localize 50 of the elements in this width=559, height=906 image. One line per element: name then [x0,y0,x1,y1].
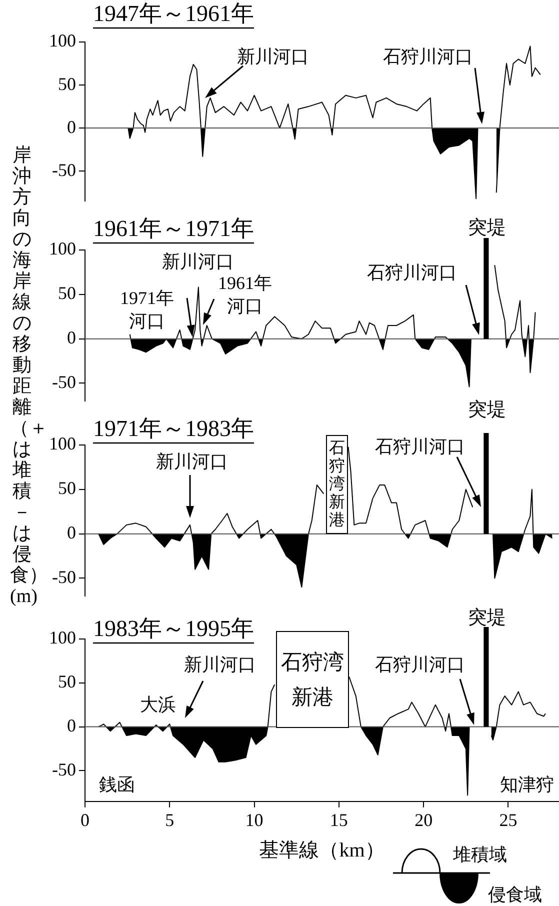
annotation: 1971年河口 [119,287,175,333]
band-label: 突堤 [468,398,506,422]
annotation: 1961年河口 [217,272,273,318]
annotation: 石狩川河口 [367,262,457,284]
annotation: 大浜 [140,694,176,716]
annotation: 新川河口 [237,46,309,68]
y-tick-label: 50 [58,74,76,94]
annotation: 銭函 [99,774,135,796]
y-tick-label: 0 [67,716,76,736]
y-tick-label: 100 [49,238,76,259]
annotation: 石狩川河口 [375,654,465,676]
frame-box: 石狩湾新港 [276,631,349,728]
chart-title: 1983年～1995年 [93,616,254,642]
annotation: 石狩湾新港 [280,648,345,710]
y-tick-label: 0 [67,116,76,137]
x-tick-label: 0 [80,810,90,830]
y-tick-label: -50 [52,566,76,587]
text: 侵食域 [488,884,542,906]
band-label: 突堤 [468,606,506,630]
y-tick-label: 50 [58,672,76,692]
y-tick-label: 0 [67,328,76,348]
x-tick-label: 20 [414,810,433,830]
y-tick-label: 100 [49,434,76,454]
x-tick-label: 25 [499,810,518,830]
y-tick-label: 100 [49,628,76,648]
y-tick-label: 0 [67,522,76,543]
text: 堆積域 [453,844,507,866]
band-label: 突堤 [468,216,506,240]
chart-title: 1971年～1983年 [93,416,254,442]
chart-title: 1961年～1971年 [93,216,254,242]
y-tick-label: -50 [52,160,76,180]
annotation: 石狩湾新港 [329,440,345,530]
annotation: 新川河口 [162,250,234,274]
y-tick-label: 100 [49,30,76,51]
x-tick-label: 10 [245,810,264,830]
x-axis-title: 基準線（km） [259,839,385,862]
annotation: 知津狩 [500,774,554,796]
text: 岸沖方向の海岸線の移動距離（＋は堆積－は侵食）(m) [10,145,48,607]
chart-title: 1947年～1961年 [93,1,254,26]
frame-box: 石狩湾新港 [326,435,348,534]
annotation: 新川河口 [184,654,256,676]
x-tick-label: 5 [165,810,174,830]
y-tick-label: -50 [52,372,76,392]
x-tick-label: 15 [330,810,348,830]
annotation: 石狩川河口 [375,436,465,458]
annotation: 新川河口 [156,450,228,474]
y-tick-label: 50 [58,478,76,498]
annotation: 石狩川河口 [383,46,473,68]
y-tick-label: 50 [58,283,76,304]
y-tick-label: -50 [52,759,76,780]
